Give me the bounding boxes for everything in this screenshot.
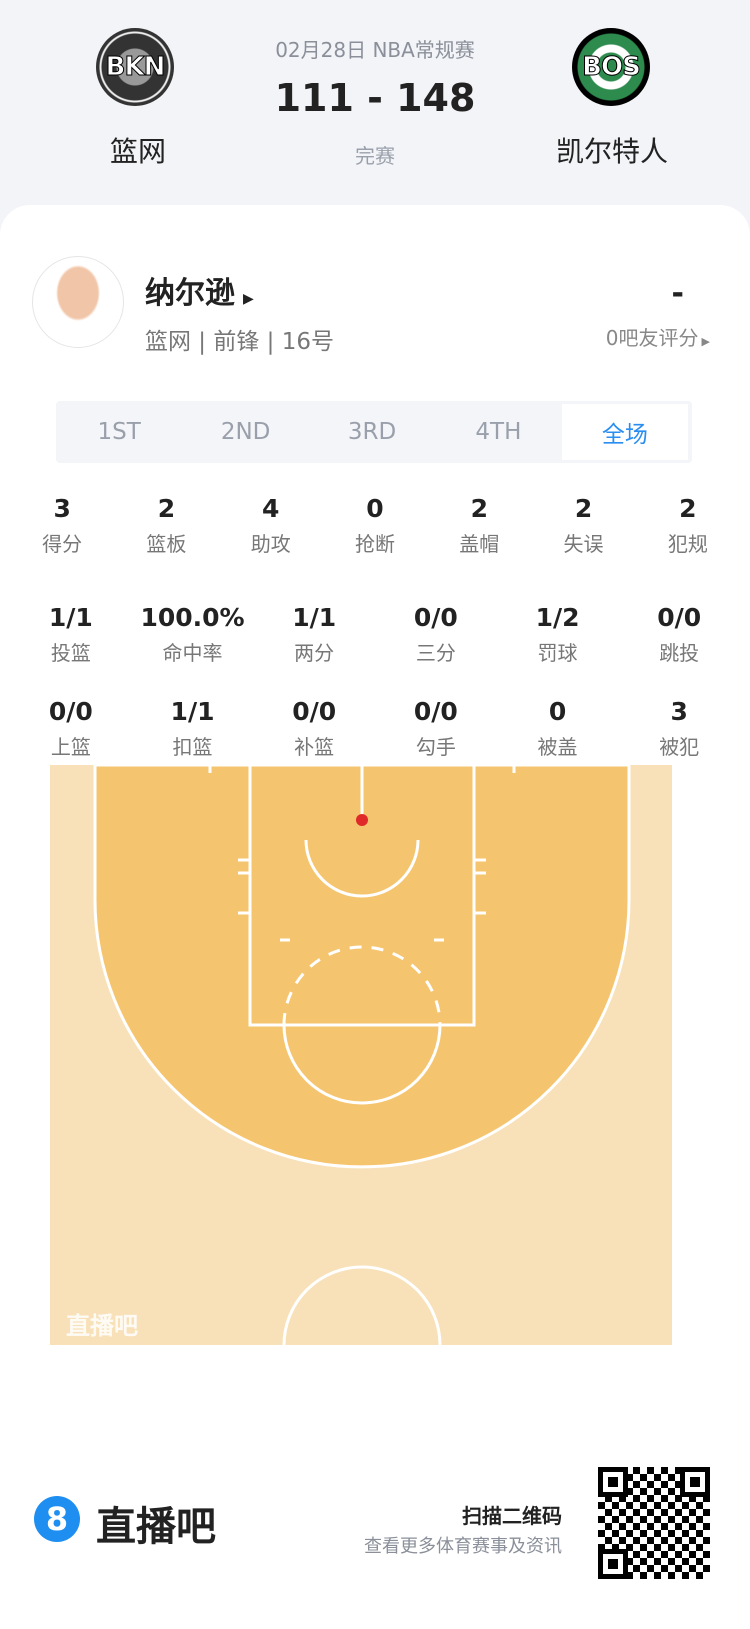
brand-name: 直播吧 <box>96 1504 216 1550</box>
tab-4th[interactable]: 4TH <box>475 419 522 445</box>
tab-2nd[interactable]: 2ND <box>220 419 271 445</box>
team-logo-home[interactable]: BKN <box>96 28 174 106</box>
lane-hash-marks <box>208 765 516 942</box>
stat-label: 被犯 <box>659 735 700 759</box>
period-tabs: 1ST 2ND 3RD 4TH 全场 <box>56 401 692 463</box>
stat-value: 2 <box>574 494 593 523</box>
stat-label: 失误 <box>563 532 604 556</box>
rating-link[interactable]: 0吧友评分 ▶ <box>540 322 710 351</box>
free-throw-circle-upper <box>282 945 442 1026</box>
stat-label: 两分 <box>294 641 335 665</box>
stat-value: 0/0 <box>413 697 458 726</box>
stat-label: 犯规 <box>667 532 708 556</box>
free-throw-circle-lower <box>282 1024 442 1105</box>
stat-item: 3 得分 <box>10 494 114 557</box>
stat-item: 4 助攻 <box>219 494 323 557</box>
court-watermark: 直播吧 <box>66 1312 138 1340</box>
stat-label: 抢断 <box>354 532 395 556</box>
stat-label: 盖帽 <box>459 532 500 556</box>
stat-value: 1/1 <box>292 603 337 632</box>
stats-row-basic: 3 得分 2 篮板 4 助攻 0 抢断 2 盖帽 2 失误 2 犯规 <box>10 494 740 557</box>
logo-text: BOS <box>582 52 642 83</box>
stat-label: 被盖 <box>537 735 578 759</box>
stat-label: 投篮 <box>50 641 91 665</box>
stat-item: 0 被盖 <box>497 697 619 760</box>
stat-label: 扣篮 <box>172 735 213 759</box>
center-circle <box>282 1265 442 1346</box>
player-info: 篮网 | 前锋 | 16号 <box>145 329 335 355</box>
stat-item: 0/0 三分 <box>375 603 497 666</box>
stats-row-shooting: 1/1 投篮 100.0% 命中率 1/1 两分 0/0 三分 1/2 罚球 0/0 跳投 <box>10 603 740 666</box>
player-name: 纳尔逊 <box>145 276 235 311</box>
stat-item: 0 抢断 <box>323 494 427 557</box>
stat-item: 2 盖帽 <box>427 494 531 557</box>
tab-3rd[interactable]: 3RD <box>347 419 397 445</box>
stat-label: 三分 <box>415 641 456 665</box>
stat-label: 罚球 <box>537 641 578 665</box>
match-score: 111 - 148 <box>274 76 476 120</box>
stat-item: 0/0 跳投 <box>618 603 740 666</box>
stat-item: 1/1 两分 <box>253 603 375 666</box>
stat-value: 1/2 <box>535 603 580 632</box>
stat-item: 1/2 罚球 <box>497 603 619 666</box>
stat-value: 3 <box>53 494 71 523</box>
stat-value: 0/0 <box>48 697 93 726</box>
stat-label: 勾手 <box>415 735 456 759</box>
three-point-line <box>93 763 631 1169</box>
stat-value: 3 <box>670 697 688 726</box>
qr-subtitle: 查看更多体育赛事及资讯 <box>364 1536 562 1557</box>
stat-value: 0 <box>548 697 567 726</box>
stat-item: 0/0 勾手 <box>375 697 497 760</box>
stat-item: 0/0 上篮 <box>10 697 132 760</box>
stat-item: 1/1 投篮 <box>10 603 132 666</box>
stat-item: 100.0% 命中率 <box>132 603 254 666</box>
caret-right-icon: ▶ <box>243 291 254 307</box>
player-avatar[interactable] <box>32 256 124 348</box>
stat-label: 得分 <box>42 532 83 556</box>
stat-value: 1/1 <box>48 603 93 632</box>
paint <box>248 761 476 1027</box>
player-name-link[interactable]: 纳尔逊 ▶ <box>145 268 254 312</box>
stat-label: 上篮 <box>50 735 91 759</box>
stat-label: 命中率 <box>162 641 223 665</box>
stat-item: 2 篮板 <box>114 494 218 557</box>
stat-value: 0/0 <box>413 603 458 632</box>
brand-logo-icon: 8 <box>34 1496 80 1542</box>
stat-value: 2 <box>679 494 697 523</box>
team-logo-away[interactable]: BOS <box>572 28 650 106</box>
shot-made-marker <box>356 814 368 826</box>
stat-value: 0/0 <box>657 603 702 632</box>
tab-full-game[interactable]: 全场 <box>561 404 689 460</box>
stat-value: 4 <box>262 494 280 523</box>
qr-code <box>598 1467 710 1579</box>
stat-value: 1/1 <box>170 697 215 726</box>
stat-item: 0/0 补篮 <box>253 697 375 760</box>
stat-item: 2 犯规 <box>636 494 740 557</box>
restricted-area <box>304 839 420 898</box>
qr-title: 扫描二维码 <box>462 1504 562 1528</box>
rating-count: 0吧友评分 <box>605 326 699 350</box>
stat-label: 篮板 <box>146 532 187 556</box>
stat-label: 助攻 <box>250 532 291 556</box>
match-date-league: 02月28日 NBA常规赛 <box>275 38 475 62</box>
stat-value: 0 <box>366 494 384 523</box>
away-team-name[interactable]: 凯尔特人 <box>555 135 668 168</box>
stat-value: 2 <box>470 494 488 523</box>
player-rating: - <box>671 276 684 311</box>
stat-label: 跳投 <box>659 641 700 665</box>
home-team-name[interactable]: 篮网 <box>109 135 166 168</box>
stat-label: 补篮 <box>294 735 335 759</box>
caret-right-icon: ▶ <box>701 335 710 348</box>
stat-item: 3 被犯 <box>618 697 740 760</box>
stat-value: 100.0% <box>140 603 245 632</box>
stat-value: 0/0 <box>292 697 337 726</box>
logo-text: BKN <box>105 52 166 83</box>
stat-item: 1/1 扣篮 <box>132 697 254 760</box>
stat-value: 2 <box>157 494 176 523</box>
tab-1st[interactable]: 1ST <box>97 419 141 445</box>
match-status: 完赛 <box>355 144 395 168</box>
stats-row-shot-types: 0/0 上篮 1/1 扣篮 0/0 补篮 0/0 勾手 0 被盖 3 被犯 <box>10 697 740 760</box>
stat-item: 2 失误 <box>531 494 635 557</box>
